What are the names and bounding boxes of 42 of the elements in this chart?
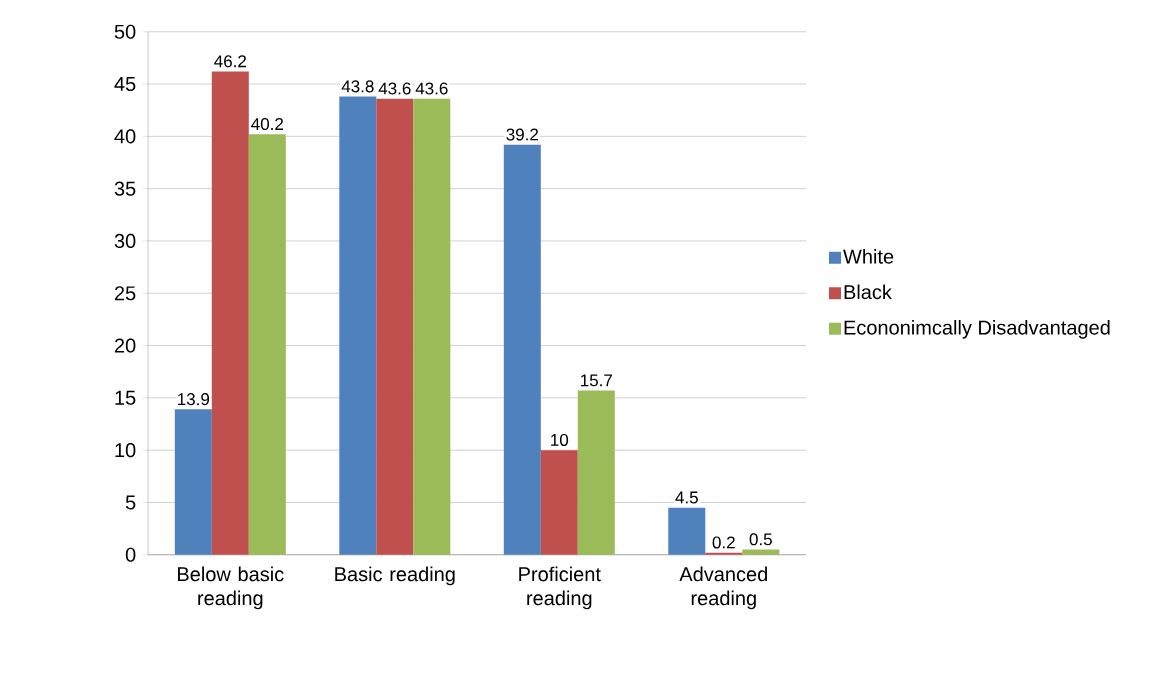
bar [413,98,451,555]
x-tick-label: Below basic reading [178,566,284,610]
y-tick-label: 25 [114,286,136,301]
data-label: 0.5 [749,533,772,546]
data-label: 4.5 [675,491,698,504]
data-label: 43.8 [341,80,374,93]
y-tick-label: 5 [125,495,136,510]
y-tick-label: 0 [125,547,136,562]
bar [705,552,743,555]
bar [211,71,249,555]
y-tick-label: 35 [114,181,136,196]
bar [540,450,578,555]
y-tick-label: 15 [115,390,136,405]
data-label: 13.9 [178,393,210,406]
y-tick-label: 40 [114,129,136,144]
x-tick-label: Advanced reading [679,566,767,610]
bar [376,98,414,555]
data-label: 43.6 [415,82,448,95]
bar [174,409,212,555]
legend-label: Black [844,284,892,300]
data-label: 10 [551,433,569,446]
data-label: 15.7 [581,374,612,387]
bar [668,507,706,555]
data-label: 0.2 [712,536,735,549]
y-tick-label: 50 [114,24,136,39]
legend-label: Econonimcally Disadvantaged [844,319,1110,339]
bar [742,549,780,555]
data-label: 46.2 [214,55,246,68]
data-label: 39.2 [506,128,538,141]
data-label: 40.2 [251,118,283,131]
y-tick-label: 45 [114,77,136,92]
bar [503,144,541,555]
bar [339,96,377,555]
y-tick-label: 20 [114,338,136,353]
data-label: 43.6 [378,82,411,95]
legend-label: White [843,249,894,264]
x-tick-label: Proficient reading [519,566,601,610]
bar [577,390,615,555]
y-tick-label: 30 [114,233,136,249]
y-tick-label: 10 [115,443,136,458]
bar [248,134,286,555]
x-tick-label: Basic reading [335,566,455,586]
